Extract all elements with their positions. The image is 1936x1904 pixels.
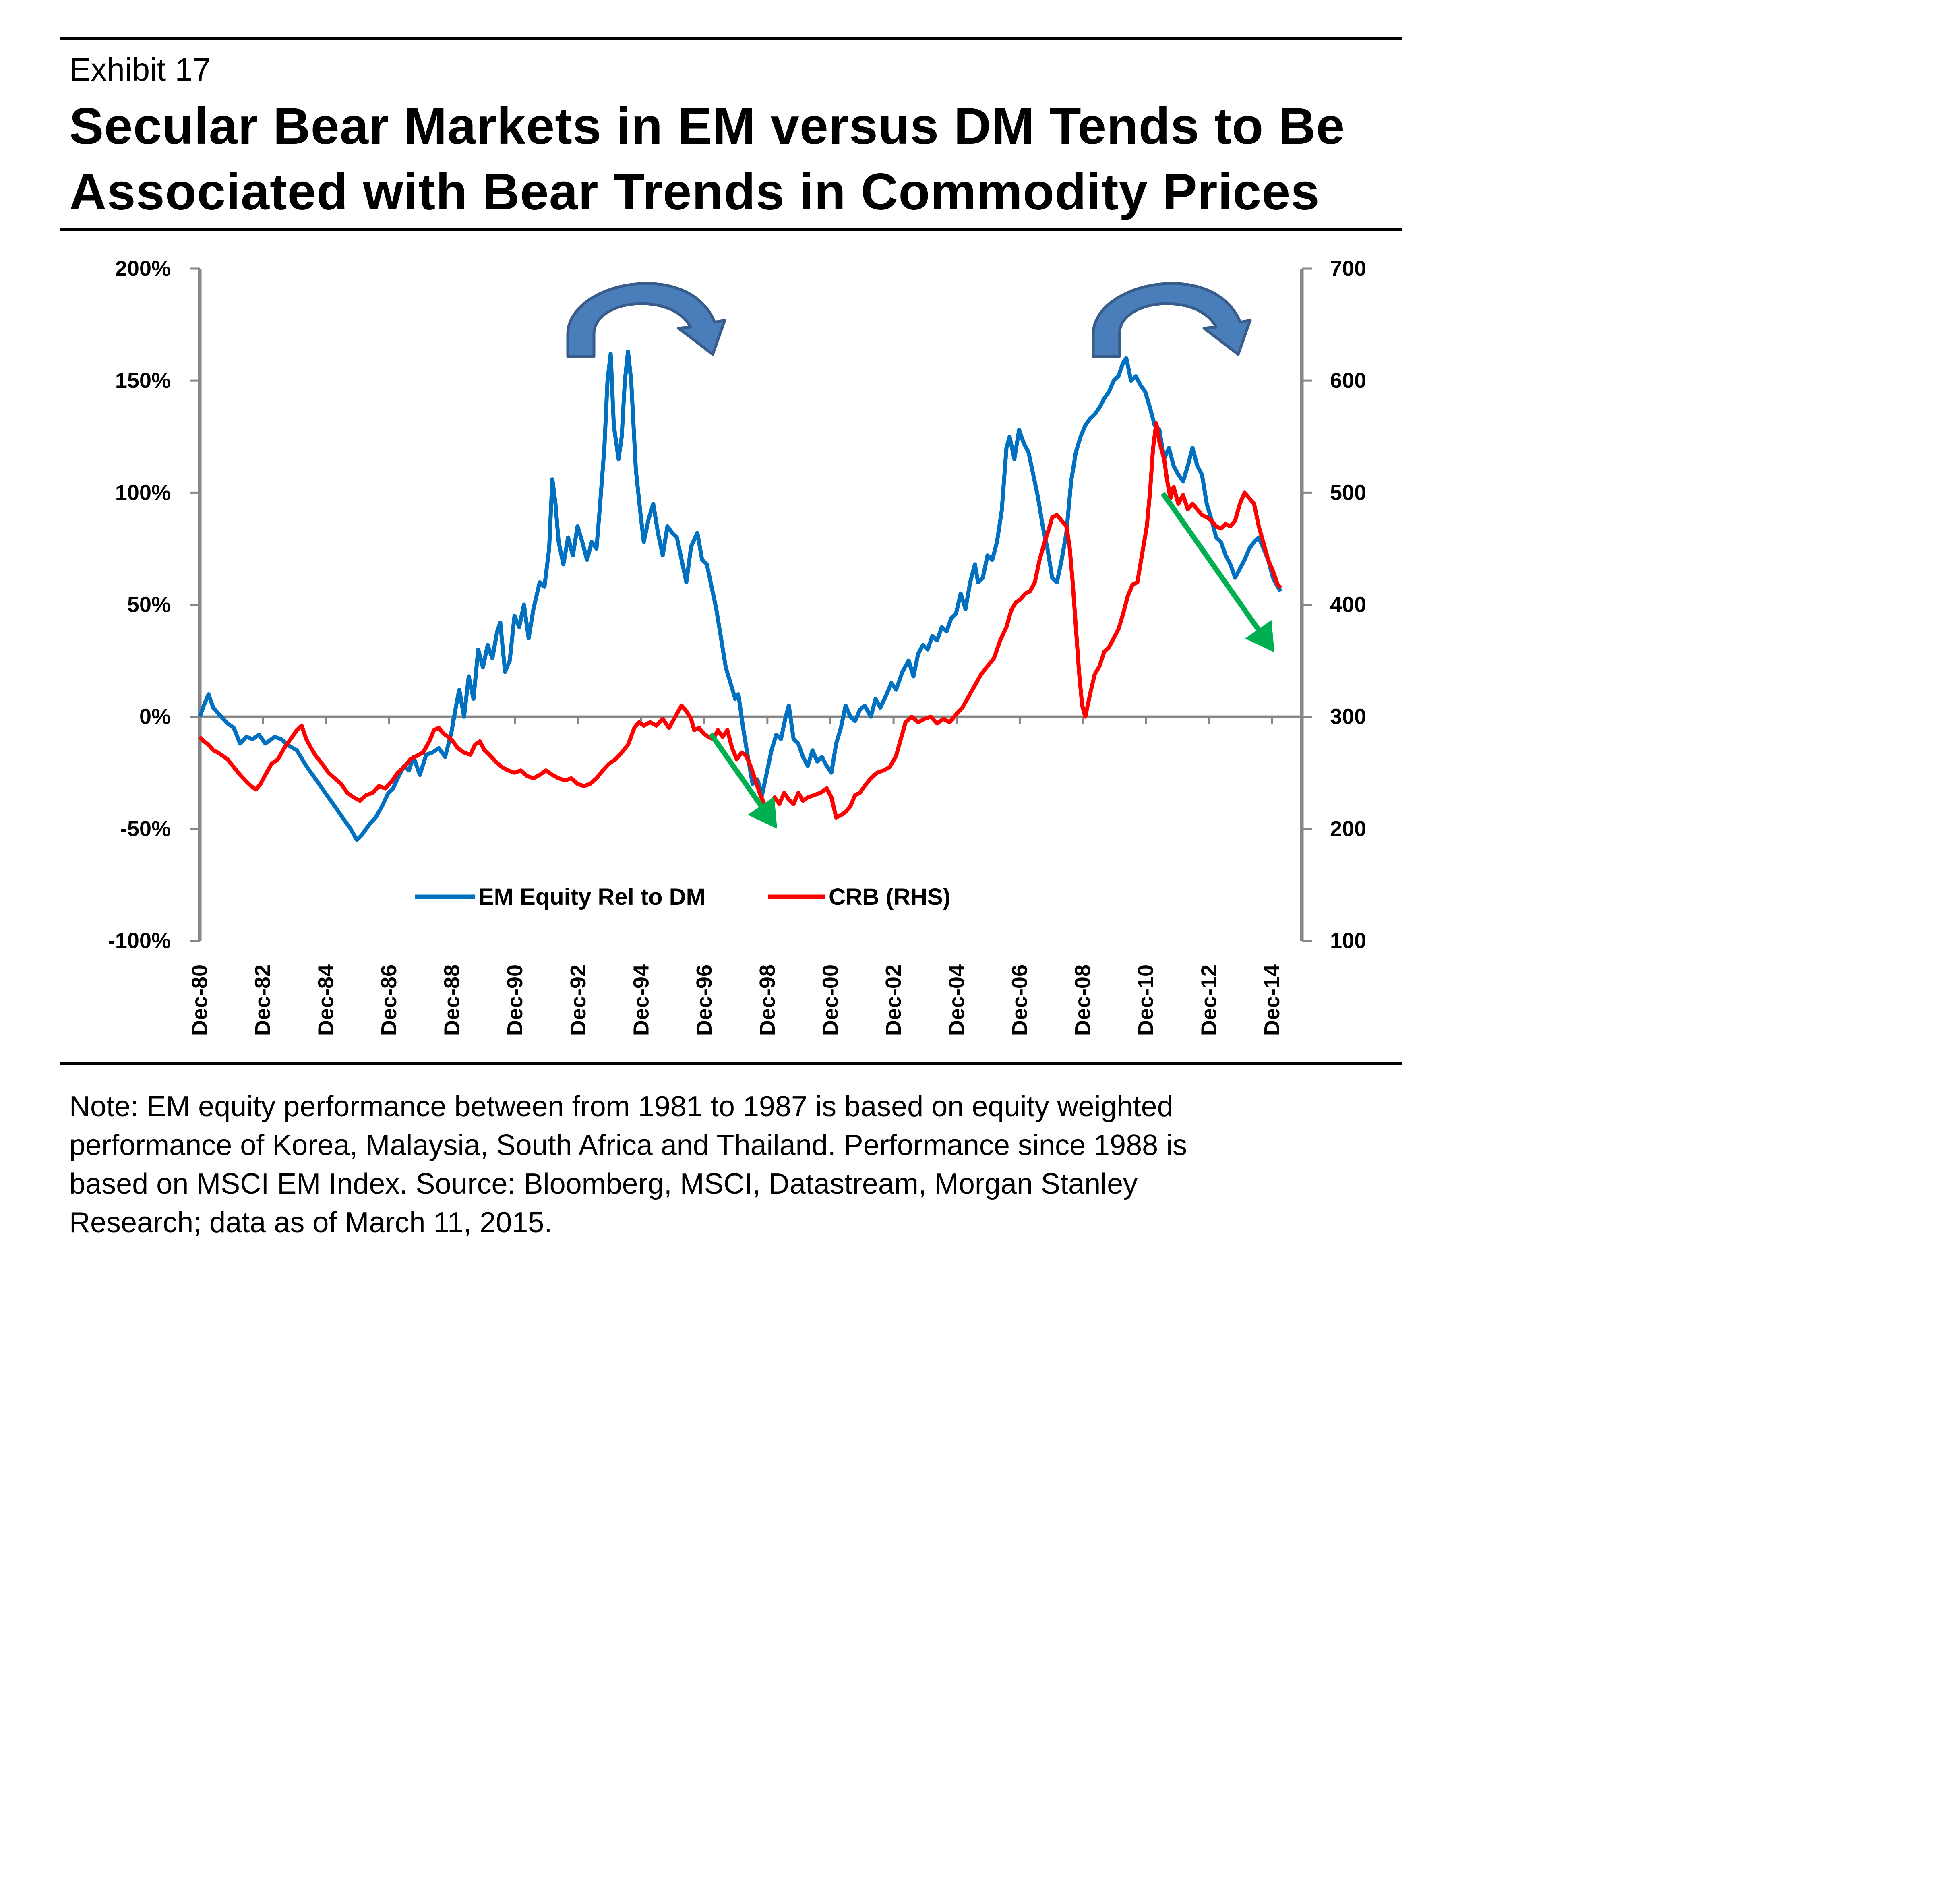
- chart-title-line-2: Associated with Bear Trends in Commodity…: [69, 163, 1320, 221]
- right-axis-tick-label: 200: [1330, 817, 1366, 841]
- series-layer: [198, 349, 1282, 842]
- x-axis-tick-label: Dec-00: [818, 964, 842, 1036]
- x-axis-tick-label: Dec-98: [755, 964, 780, 1036]
- trend-arrow-icon-2014-head: [1245, 620, 1274, 652]
- note-line-1: Note: EM equity performance between from…: [69, 1091, 1173, 1123]
- annotations-layer: [566, 282, 1274, 829]
- x-axis-tick-label: Dec-94: [629, 964, 654, 1036]
- note-line-3: based on MSCI EM Index. Source: Bloomber…: [69, 1168, 1138, 1200]
- x-axis-tick-label: Dec-90: [503, 964, 527, 1036]
- x-axis-tick-label: Dec-96: [692, 964, 716, 1036]
- note-line-4: Research; data as of March 11, 2015.: [69, 1207, 552, 1239]
- right-axis-tick-label: 400: [1330, 593, 1366, 617]
- trend-arrow-icon-1998-shaft: [708, 732, 763, 807]
- left-axis-tick-label: 150%: [115, 368, 171, 393]
- chart-title-line-1: Secular Bear Markets in EM versus DM Ten…: [69, 97, 1345, 155]
- left-axis-tick-label: 0%: [139, 705, 171, 729]
- top-rule: [60, 37, 1402, 40]
- curved-arrow-icon-2010s: [1092, 282, 1252, 358]
- left-axis-tick-label: -100%: [108, 929, 171, 953]
- x-axis-tick-label: Dec-80: [188, 964, 212, 1036]
- series-em-equity-line: [198, 349, 1282, 842]
- x-axis-tick-label: Dec-82: [251, 964, 275, 1036]
- x-axis-tick-label: Dec-02: [881, 964, 906, 1036]
- trend-arrow-icon-2014: [1160, 492, 1274, 652]
- left-axis-tick-label: -50%: [120, 817, 171, 841]
- legend-em-label: EM Equity Rel to DM: [478, 884, 705, 910]
- x-axis-tick-label: Dec-06: [1007, 964, 1032, 1036]
- left-axis-tick-label: 100%: [115, 480, 171, 505]
- chart: 200% 150% 100% 50% 0% -50% -100% 700 600 500 400 30…: [108, 257, 1366, 1036]
- left-axis-tick-label: 50%: [127, 593, 171, 617]
- right-axis-tick-label: 700: [1330, 257, 1366, 281]
- x-axis-tick-label: Dec-04: [945, 964, 969, 1036]
- legend: EM Equity Rel to DM CRB (RHS): [415, 884, 951, 910]
- x-axis-tick-label: Dec-88: [440, 964, 464, 1036]
- x-axis-tick-label: Dec-14: [1260, 964, 1284, 1036]
- exhibit-label: Exhibit 17: [69, 52, 211, 87]
- x-axis-tick-label: Dec-08: [1071, 964, 1095, 1036]
- trend-arrow-icon-1998-head: [748, 796, 777, 829]
- chart-note: Note: EM equity performance between from…: [69, 1087, 1398, 1242]
- x-axis-tick-label: Dec-92: [566, 964, 590, 1036]
- bottom-rule: [60, 1062, 1402, 1065]
- x-axis-tick-label: Dec-86: [377, 964, 401, 1036]
- trend-arrow-icon-1998: [708, 732, 777, 829]
- axes: 200% 150% 100% 50% 0% -50% -100% 700 600 500 400 30…: [108, 257, 1366, 1036]
- note-line-2: performance of Korea, Malaysia, South Af…: [69, 1129, 1187, 1161]
- legend-crb-label: CRB (RHS): [829, 884, 951, 910]
- x-axis-tick-label: Dec-12: [1197, 964, 1221, 1036]
- right-axis-tick-label: 600: [1330, 368, 1366, 393]
- chart-title: Secular Bear Markets in EM versus DM Ten…: [69, 93, 1345, 225]
- curved-arrow-icon-1990s: [566, 282, 726, 358]
- left-axis-tick-label: 200%: [115, 257, 171, 281]
- series-crb-line: [198, 421, 1282, 820]
- right-axis-tick-label: 500: [1330, 480, 1366, 505]
- x-axis-tick-label: Dec-84: [314, 964, 338, 1036]
- title-rule: [60, 228, 1402, 231]
- trend-arrow-icon-2014-shaft: [1160, 492, 1261, 631]
- right-axis-tick-label: 300: [1330, 705, 1366, 729]
- x-axis-tick-label: Dec-10: [1134, 964, 1158, 1036]
- right-axis-tick-label: 100: [1330, 929, 1366, 953]
